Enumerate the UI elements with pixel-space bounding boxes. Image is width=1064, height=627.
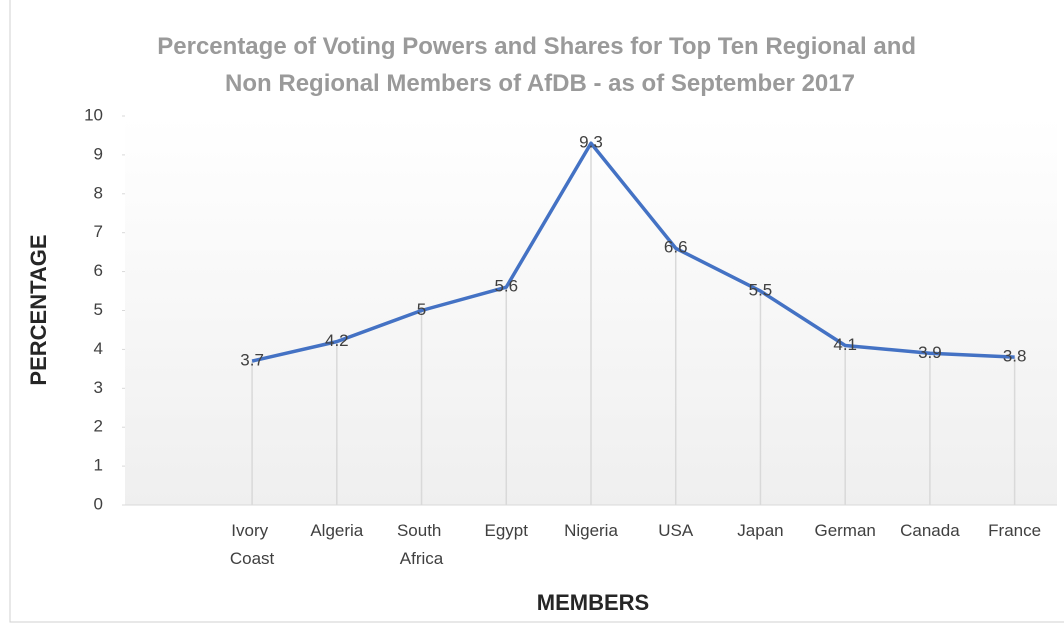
data-label: 5 <box>417 300 426 319</box>
data-label: 6.6 <box>664 238 688 257</box>
data-label: 5.5 <box>749 281 773 300</box>
y-tick-label: 7 <box>94 222 103 241</box>
y-tick-label: 10 <box>84 105 103 124</box>
y-tick-label: 9 <box>94 144 103 163</box>
x-axis-title: MEMBERS <box>537 590 649 615</box>
x-tick-label: South Africa <box>397 521 446 568</box>
y-axis-title: PERCENTAGE <box>26 234 51 385</box>
line <box>251 141 1015 363</box>
y-tick-label: 5 <box>94 300 103 319</box>
data-label: 4.1 <box>833 335 857 354</box>
x-tick-label: Ivory Coast <box>230 521 275 568</box>
x-tick-label: Egypt <box>485 521 529 540</box>
x-tick-label: German <box>814 521 875 540</box>
y-tick-label: 3 <box>94 378 103 397</box>
data-label: 9.3 <box>579 133 603 152</box>
x-tick-label: Nigeria <box>564 521 618 540</box>
x-tick-label: Algeria <box>310 521 363 540</box>
x-tick-label: Japan <box>737 521 783 540</box>
x-tick-label: Canada <box>900 521 960 540</box>
y-tick-label: 0 <box>94 494 103 513</box>
data-label: 5.6 <box>494 277 518 296</box>
x-tick-label: France <box>988 521 1041 540</box>
data-label: 3.9 <box>918 343 942 362</box>
chart-title: Percentage of Voting Powers and Shares f… <box>157 33 922 97</box>
data-label: 4.2 <box>325 331 349 350</box>
y-tick-label: 8 <box>94 183 103 202</box>
y-tick-label: 2 <box>94 417 103 436</box>
y-tick-label: 1 <box>94 456 103 475</box>
y-tick-label: 4 <box>94 339 103 358</box>
y-tick-label: 6 <box>94 261 103 280</box>
frame <box>9 0 1064 623</box>
data-label: 3.7 <box>240 351 264 370</box>
data-label: 3.8 <box>1003 347 1027 366</box>
x-tick-label: USA <box>658 521 694 540</box>
